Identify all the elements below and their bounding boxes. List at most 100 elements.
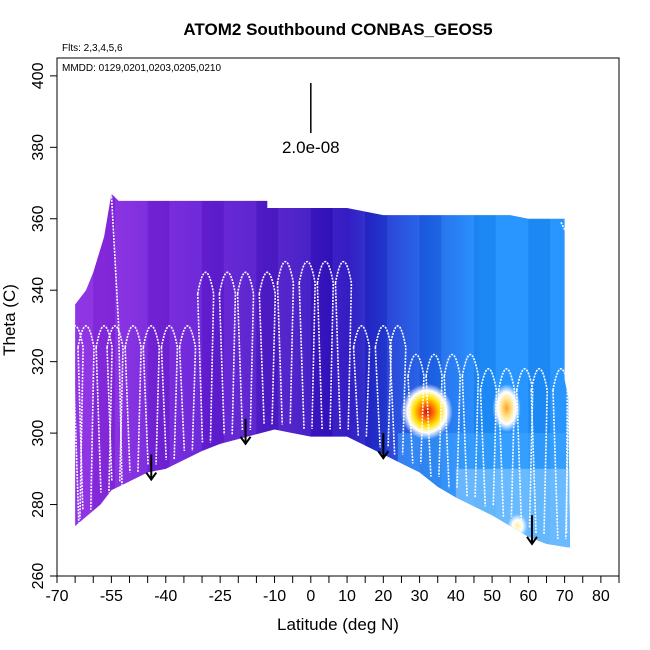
- curtain-column: [321, 193, 333, 548]
- curtain-column: [223, 193, 235, 548]
- y-tick-label: 380: [30, 134, 47, 161]
- y-tick-label: 340: [30, 277, 47, 304]
- profile-trace: [298, 260, 316, 429]
- plot-area: [75, 193, 571, 548]
- x-tick-label: 0: [306, 588, 315, 605]
- profile-trace: [106, 325, 124, 482]
- curtain-column: [463, 193, 474, 548]
- y-tick-label: 300: [30, 420, 47, 447]
- y-tick-label: 360: [30, 205, 47, 232]
- profile-trace: [352, 325, 371, 437]
- curtain-column: [441, 193, 453, 548]
- y-tick-label: 400: [30, 62, 47, 89]
- profile-trace: [95, 325, 113, 493]
- arrow-head: [239, 436, 252, 446]
- curtain-column: [528, 193, 540, 548]
- x-tick-label: -55: [100, 588, 123, 605]
- x-tick-label: -40: [154, 588, 177, 605]
- profile-trace: [236, 271, 255, 431]
- curtain-column: [539, 193, 551, 548]
- profile-trace: [530, 367, 549, 534]
- curtain-column: [343, 193, 355, 548]
- profile-trace: [77, 325, 95, 510]
- x-tick-label: -25: [209, 588, 232, 605]
- y-tick-label: 280: [30, 491, 47, 518]
- profile-trace: [124, 325, 142, 473]
- profile-trace: [497, 367, 516, 517]
- profile-trace: [258, 271, 277, 425]
- profile-trace: [479, 367, 498, 507]
- curtain-column: [212, 193, 224, 548]
- y-tick-label: 260: [30, 563, 47, 590]
- curtain-data: [75, 193, 571, 548]
- x-tick-label: 40: [447, 588, 465, 605]
- arrow-head: [377, 450, 390, 460]
- curtain-column: [354, 193, 366, 548]
- profile-traces: [75, 193, 570, 540]
- y-tick-label: 320: [30, 348, 47, 375]
- x-axis: -70 -55 -40 -25 -10 0 10 20 30 40 50 60 70 80: [45, 575, 620, 605]
- curtain-column: [386, 193, 398, 548]
- x-tick-label: 80: [592, 588, 610, 605]
- curtain-column: [147, 193, 159, 548]
- x-tick-label: -70: [45, 588, 68, 605]
- profile-trace: [196, 271, 215, 443]
- curtain-column: [550, 193, 561, 548]
- x-tick-label: 20: [374, 588, 392, 605]
- dates-label: MMDD: 0129,0201,0203,0205,0210: [62, 63, 221, 74]
- profile-trace: [374, 325, 393, 448]
- profile-trace: [276, 260, 295, 425]
- profile-trace: [389, 325, 407, 455]
- profile-trace: [425, 353, 443, 477]
- curtain-column: [93, 193, 105, 548]
- curtain-column: [278, 193, 290, 548]
- curtain-column: [136, 193, 148, 548]
- profile-trace: [334, 260, 353, 430]
- curtain-column: [365, 193, 377, 548]
- curtain-column: [419, 193, 431, 548]
- flights-label: Flts: 2,3,4,5,6: [62, 43, 123, 54]
- curtain-column: [115, 193, 126, 548]
- chart-title: ATOM2 Southbound CONBAS_GEOS5: [183, 20, 492, 39]
- curtain-column: [452, 193, 464, 548]
- x-tick-label: 30: [411, 588, 429, 605]
- profile-trace: [178, 325, 197, 452]
- x-tick-label: 70: [556, 588, 574, 605]
- curtain-column: [234, 193, 246, 548]
- curtain-column: [430, 193, 442, 548]
- curtain-column: [495, 193, 507, 548]
- curtain-column: [202, 193, 213, 548]
- x-tick-label: 50: [483, 588, 501, 605]
- profile-trace: [407, 353, 425, 464]
- curtain-column: [180, 193, 192, 548]
- profile-trace: [160, 325, 179, 460]
- x-tick-label: 10: [338, 588, 356, 605]
- curtain-column: [310, 193, 322, 548]
- curtain-column: [289, 193, 300, 548]
- curtain-column: [104, 193, 116, 548]
- curtain-column: [267, 193, 279, 548]
- curtain-column: [256, 193, 268, 548]
- x-tick-label: -10: [263, 588, 286, 605]
- curtain-column: [245, 193, 257, 548]
- profile-trace: [515, 367, 534, 528]
- profile-trace: [75, 325, 84, 519]
- scale-label: 2.0e-08: [282, 138, 340, 157]
- curtain-column: [169, 193, 181, 548]
- curtain-column: [158, 193, 170, 548]
- curtain-column: [125, 193, 137, 548]
- profile-trace: [316, 260, 335, 430]
- curtain-column: [408, 193, 420, 548]
- curtain-column: [299, 193, 311, 548]
- profile-trace: [461, 353, 480, 498]
- profile-trace: [142, 325, 161, 465]
- profile-trace: [443, 353, 461, 489]
- arrow-head: [526, 536, 538, 546]
- x-tick-label: 60: [519, 588, 537, 605]
- curtain-column: [397, 193, 409, 548]
- y-axis-label: Theta (C): [0, 284, 19, 356]
- hotspot: [507, 513, 528, 538]
- curtain-column: [473, 193, 485, 548]
- curtain-column: [506, 193, 518, 548]
